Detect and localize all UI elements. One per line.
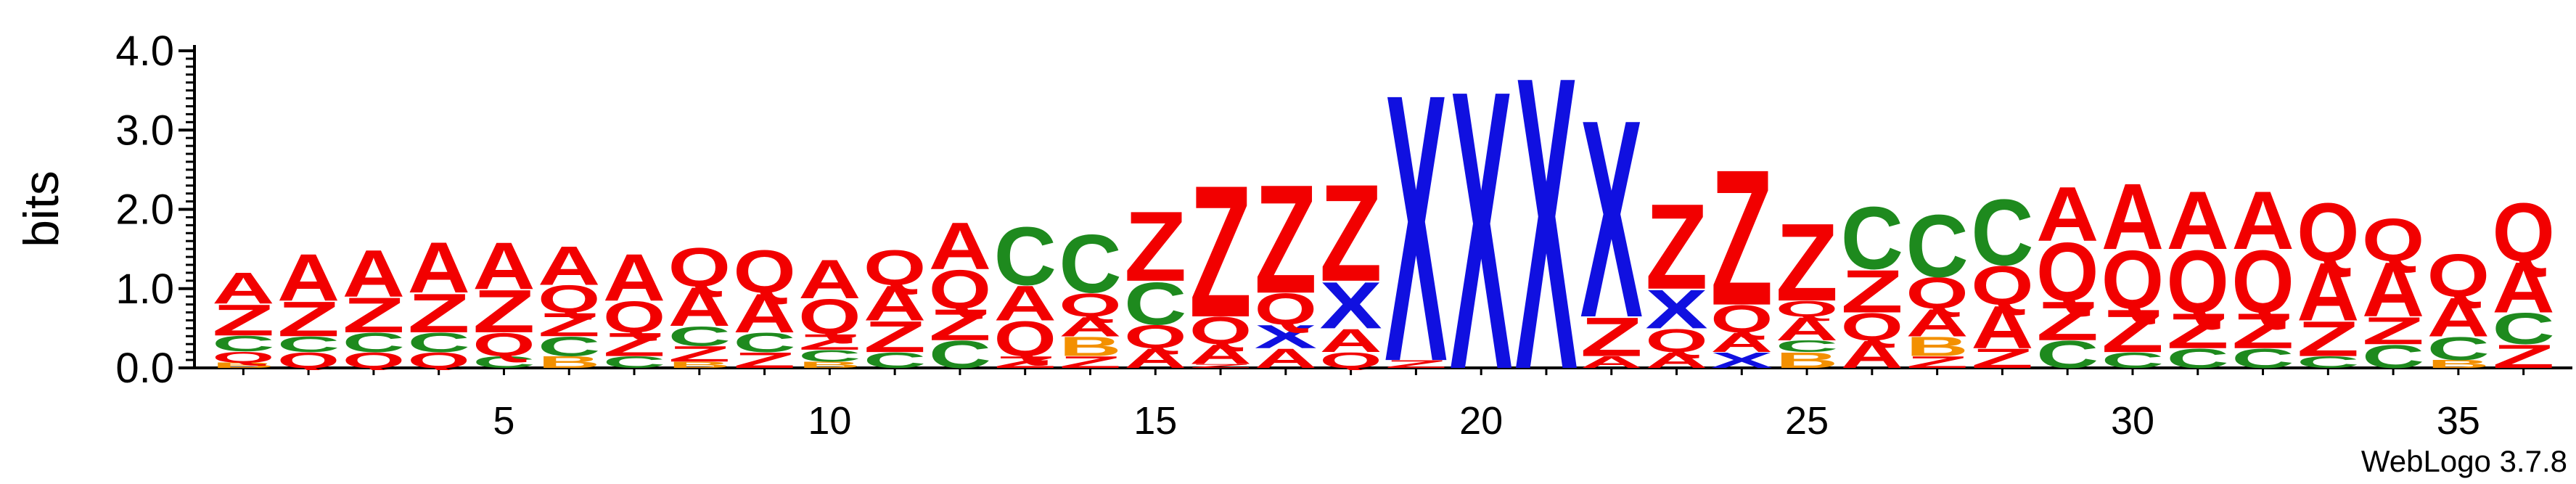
logo-column-19: ZX bbox=[1385, 15, 1448, 442]
logo-letter-Z: Z bbox=[1645, 179, 1707, 314]
logo-letter-Z: Z bbox=[1189, 147, 1252, 356]
logo-letter-Z: Z bbox=[1320, 155, 1382, 311]
x-tick-label: 15 bbox=[1133, 399, 1177, 443]
logo-letter-A: A bbox=[472, 229, 535, 303]
logo-letter-C: C bbox=[1059, 217, 1121, 310]
y-tick-label: 4.0 bbox=[115, 28, 174, 75]
logo-letter-Q: Q bbox=[864, 239, 926, 295]
x-tick-label: 30 bbox=[2111, 399, 2154, 443]
logo-letter-Z: Z bbox=[1255, 153, 1317, 326]
logo-letter-A: A bbox=[929, 209, 991, 283]
y-tick-label: 2.0 bbox=[115, 186, 174, 234]
logo-column-23: AQXZ bbox=[1645, 179, 1707, 372]
y-tick-label: 3.0 bbox=[115, 107, 174, 154]
logo-column-36: ZCAQ bbox=[2493, 186, 2555, 375]
y-axis-label: bits bbox=[14, 171, 69, 247]
logo-column-26: AQZC bbox=[1841, 189, 1903, 376]
letter-stacks: BQCZAQCZAQCZAQCZACQZABCZQACZQABZCAQZCAQB… bbox=[212, 0, 2555, 457]
logo-letter-A: A bbox=[342, 237, 405, 311]
logo-letter-A: A bbox=[2101, 165, 2164, 270]
weblogo-credit: WebLogo 3.7.8 bbox=[2361, 444, 2567, 478]
logo-letter-X: X bbox=[1580, 62, 1644, 377]
logo-letter-A: A bbox=[603, 241, 665, 315]
logo-column-7: CZQA bbox=[603, 241, 665, 372]
logo-letter-A: A bbox=[212, 264, 274, 313]
logo-letter-C: C bbox=[1841, 189, 1903, 287]
x-tick-label: 5 bbox=[493, 399, 514, 443]
logo-column-17: AXQZ bbox=[1255, 153, 1317, 374]
logo-column-21: X bbox=[1515, 0, 1578, 457]
logo-letter-Q: Q bbox=[2297, 186, 2359, 279]
logo-column-20: X bbox=[1450, 7, 1513, 453]
logo-column-6: BCZQA bbox=[538, 235, 600, 372]
logo-letter-C: C bbox=[1971, 180, 2033, 285]
y-tick-label: 1.0 bbox=[115, 266, 174, 313]
logo-column-2: QCZA bbox=[277, 241, 340, 373]
logo-letter-Q: Q bbox=[2427, 242, 2490, 310]
x-tick-label: 20 bbox=[1459, 399, 1503, 443]
logo-letter-C: C bbox=[1906, 197, 1969, 295]
logo-column-5: CQZA bbox=[472, 229, 535, 372]
logo-letter-X: X bbox=[1515, 0, 1578, 457]
logo-column-18: QAXZ bbox=[1320, 155, 1382, 373]
logo-letter-X: X bbox=[1385, 15, 1448, 442]
logo-column-34: CZAQ bbox=[2362, 206, 2424, 376]
logo-letter-A: A bbox=[538, 235, 600, 297]
x-tick-label: 35 bbox=[2437, 399, 2480, 443]
logo-column-24: XAQZ bbox=[1710, 131, 1773, 373]
logo-letter-Z: Z bbox=[1124, 192, 1186, 303]
logo-letter-Z: Z bbox=[1776, 201, 1838, 324]
logo-letter-Z: Z bbox=[1710, 131, 1773, 347]
logo-letter-A: A bbox=[2231, 173, 2294, 266]
logo-letter-Q: Q bbox=[2362, 206, 2424, 274]
y-tick-label: 0.0 bbox=[115, 345, 174, 392]
logo-letter-C: C bbox=[994, 210, 1057, 303]
logo-letter-Q: Q bbox=[668, 237, 731, 298]
x-tick-label: 10 bbox=[808, 399, 851, 443]
logo-letter-X: X bbox=[1450, 7, 1513, 453]
logo-letter-A: A bbox=[408, 229, 470, 308]
logo-letter-Q: Q bbox=[2493, 186, 2555, 279]
logo-letter-Q: Q bbox=[733, 237, 795, 305]
logo-column-22: AZX bbox=[1580, 62, 1644, 377]
logo-letter-A: A bbox=[2167, 173, 2229, 266]
x-tick-label: 25 bbox=[1785, 399, 1829, 443]
logo-column-12: CZQA bbox=[929, 209, 991, 377]
logo-column-25: BCAQZ bbox=[1776, 201, 1838, 373]
logo-letter-A: A bbox=[798, 248, 861, 310]
logo-letter-A: A bbox=[277, 241, 340, 315]
logo-column-29: CZQA bbox=[2036, 171, 2099, 377]
logo-letter-A: A bbox=[2036, 171, 2099, 258]
